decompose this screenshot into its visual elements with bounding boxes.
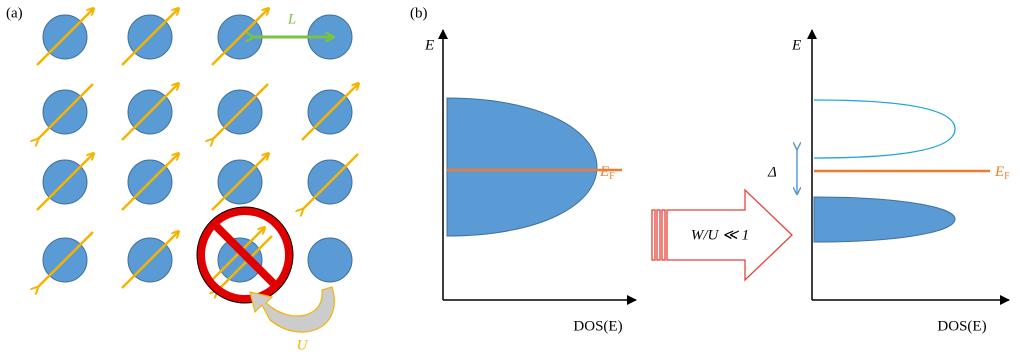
page: (a) L U (b) E DOS(E) EF W/U ≪ 1 E DOS(E)… [0, 0, 1020, 358]
forbidden-sign [197, 207, 293, 303]
fermi-label: EF [994, 164, 1010, 182]
interaction-label: U [297, 337, 309, 353]
site [308, 238, 352, 282]
panel-label: (a) [6, 5, 23, 21]
x-axis-label: DOS(E) [937, 318, 986, 334]
y-axis-label: E [424, 37, 434, 53]
x-axis-label: DOS(E) [573, 318, 622, 334]
figure: (a) L U (b) E DOS(E) EF W/U ≪ 1 E DOS(E)… [0, 0, 1020, 358]
band [447, 98, 597, 236]
lower-band [814, 197, 955, 242]
y-axis-label: E [791, 37, 801, 53]
transition-label: W/U ≪ 1 [691, 227, 749, 243]
fermi-label: EF [599, 164, 615, 182]
gap-label: Δ [767, 164, 777, 180]
panel-label: (b) [410, 5, 428, 21]
hop-label: L [287, 11, 296, 27]
upper-band [814, 100, 955, 158]
